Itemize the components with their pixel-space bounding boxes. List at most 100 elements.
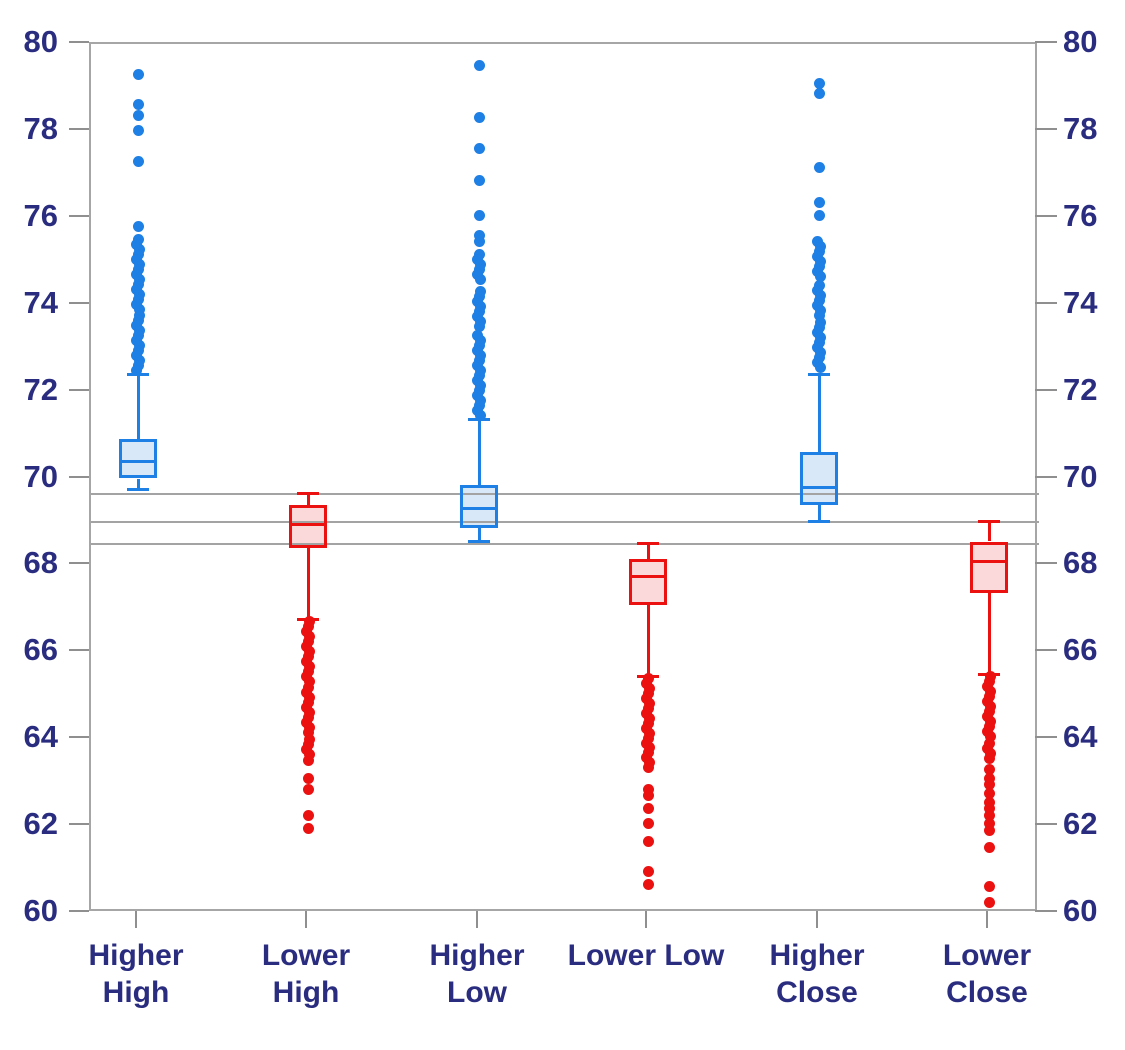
outlier-run-dot	[131, 365, 143, 377]
outlier-dot	[642, 803, 654, 815]
outlier-run-dot	[303, 748, 315, 760]
outlier-dot	[983, 764, 995, 776]
outlier-dot	[473, 112, 485, 124]
y-axis-tick-right	[1035, 562, 1057, 565]
outlier-dot	[642, 835, 654, 847]
whisker-upper-higher-low	[477, 419, 481, 485]
x-axis-tick	[135, 911, 137, 928]
outlier-run-dot	[133, 304, 145, 316]
y-axis-tick-right	[1035, 475, 1057, 478]
y-axis-tick-left	[69, 910, 89, 912]
outlier-run-dot	[984, 730, 996, 742]
y-axis-tick-label-left: 76	[23, 197, 58, 233]
outlier-dot	[983, 779, 995, 791]
y-axis-tick-label-right: 76	[1063, 197, 1098, 233]
y-axis-tick-label-right: 72	[1063, 371, 1098, 407]
outlier-dot	[132, 110, 144, 122]
y-axis-tick-label-left: 72	[23, 371, 58, 407]
reference-line	[91, 542, 1039, 545]
x-category-label-line: Higher	[429, 939, 525, 972]
x-category-label-line: Low	[447, 976, 507, 1009]
outlier-dot	[132, 155, 144, 167]
outlier-dot	[642, 879, 654, 891]
outlier-dot	[132, 68, 144, 80]
whisker-cap-lower-higher-high	[127, 487, 149, 491]
whisker-cap-upper-lower-close	[978, 520, 1000, 524]
y-axis-tick-label-left: 78	[23, 110, 58, 146]
x-category-label-lower-high: Lower High	[216, 937, 396, 1011]
x-category-label-higher-low: Higher Low	[387, 937, 567, 1011]
y-axis-tick-left	[69, 823, 89, 826]
box-fill-lower-high	[289, 504, 327, 548]
outlier-run-dot	[302, 726, 314, 738]
whisker-upper-higher-high	[136, 374, 140, 440]
outlier-dot	[983, 788, 995, 799]
outlier-dot	[132, 99, 144, 111]
y-axis-tick-left	[69, 736, 89, 739]
outlier-dot	[983, 881, 995, 893]
x-axis-tick	[645, 911, 647, 928]
outlier-run-dot	[642, 762, 654, 774]
y-axis-tick-right	[1035, 649, 1057, 652]
x-category-label-higher-high: Higher High	[46, 937, 226, 1011]
y-axis-tick-label-left: 66	[23, 632, 58, 668]
y-axis-tick-label-right: 68	[1063, 545, 1098, 581]
box-fill-lower-close	[970, 541, 1008, 594]
box-fill-lower-low	[629, 558, 667, 606]
x-category-label-line: Close	[946, 976, 1028, 1009]
x-category-label-line: High	[102, 976, 170, 1009]
box-higher-high	[119, 439, 157, 479]
y-axis-tick-label-right: 70	[1063, 458, 1098, 494]
whisker-lower-higher-low	[477, 527, 481, 542]
y-axis-tick-left	[69, 301, 89, 304]
y-axis-tick-label-left: 68	[23, 545, 58, 581]
x-category-label-line: Lower	[942, 939, 1032, 972]
whisker-lower-lower-close	[987, 593, 991, 675]
y-axis-tick-label-right: 66	[1063, 632, 1098, 668]
y-axis-tick-label-right: 80	[1063, 24, 1098, 59]
outlier-dot	[642, 790, 654, 802]
outlier-dot	[302, 822, 314, 834]
outlier-dot	[983, 772, 995, 784]
whisker-lower-higher-high	[136, 478, 140, 490]
y-axis-tick-label-right: 62	[1063, 806, 1098, 842]
y-axis-tick-label-left: 74	[23, 284, 58, 320]
whisker-upper-higher-close	[817, 374, 821, 453]
box-lower-close	[970, 541, 1008, 594]
outlier-dot	[132, 125, 144, 137]
outlier-dot	[302, 809, 314, 821]
outlier-dot	[983, 842, 995, 854]
outlier-run-dot	[814, 361, 826, 373]
outlier-run-dot	[813, 309, 825, 321]
x-category-label-line: Lower Low	[567, 939, 725, 972]
y-axis-tick-label-right: 74	[1063, 284, 1098, 320]
y-axis-tick-left	[69, 214, 89, 217]
y-axis-tick-right	[1035, 388, 1057, 391]
outlier-dot	[473, 210, 485, 222]
whisker-upper-lower-low	[646, 543, 650, 559]
x-axis-tick	[816, 911, 818, 928]
y-axis-tick-left	[69, 388, 89, 391]
outlier-dot	[642, 818, 654, 830]
y-axis-tick-label-right: 60	[1063, 893, 1098, 928]
x-category-label-line: Higher	[88, 939, 184, 972]
outlier-run-dot	[474, 274, 486, 286]
outlier-dot	[473, 236, 485, 248]
whisker-lower-lower-high	[306, 548, 310, 620]
whisker-upper-lower-high	[306, 493, 310, 505]
median-higher-close	[800, 485, 838, 489]
x-category-label-lower-close: Lower Close	[897, 937, 1077, 1011]
y-axis-tick-left	[69, 562, 89, 565]
whisker-cap-lower-lower-high	[297, 618, 319, 622]
y-axis-tick-label-left: 60	[23, 893, 58, 928]
y-axis-tick-label-right: 78	[1063, 110, 1098, 146]
box-higher-close	[800, 452, 838, 506]
box-fill-higher-low	[460, 485, 498, 528]
whisker-cap-upper-higher-low	[468, 418, 490, 422]
reference-line	[91, 520, 1039, 523]
whisker-lower-higher-close	[817, 505, 821, 522]
outlier-dot	[813, 77, 825, 89]
whisker-cap-upper-lower-low	[637, 542, 659, 546]
x-category-label-line: Close	[776, 976, 858, 1009]
y-axis-tick-right	[1035, 127, 1057, 130]
